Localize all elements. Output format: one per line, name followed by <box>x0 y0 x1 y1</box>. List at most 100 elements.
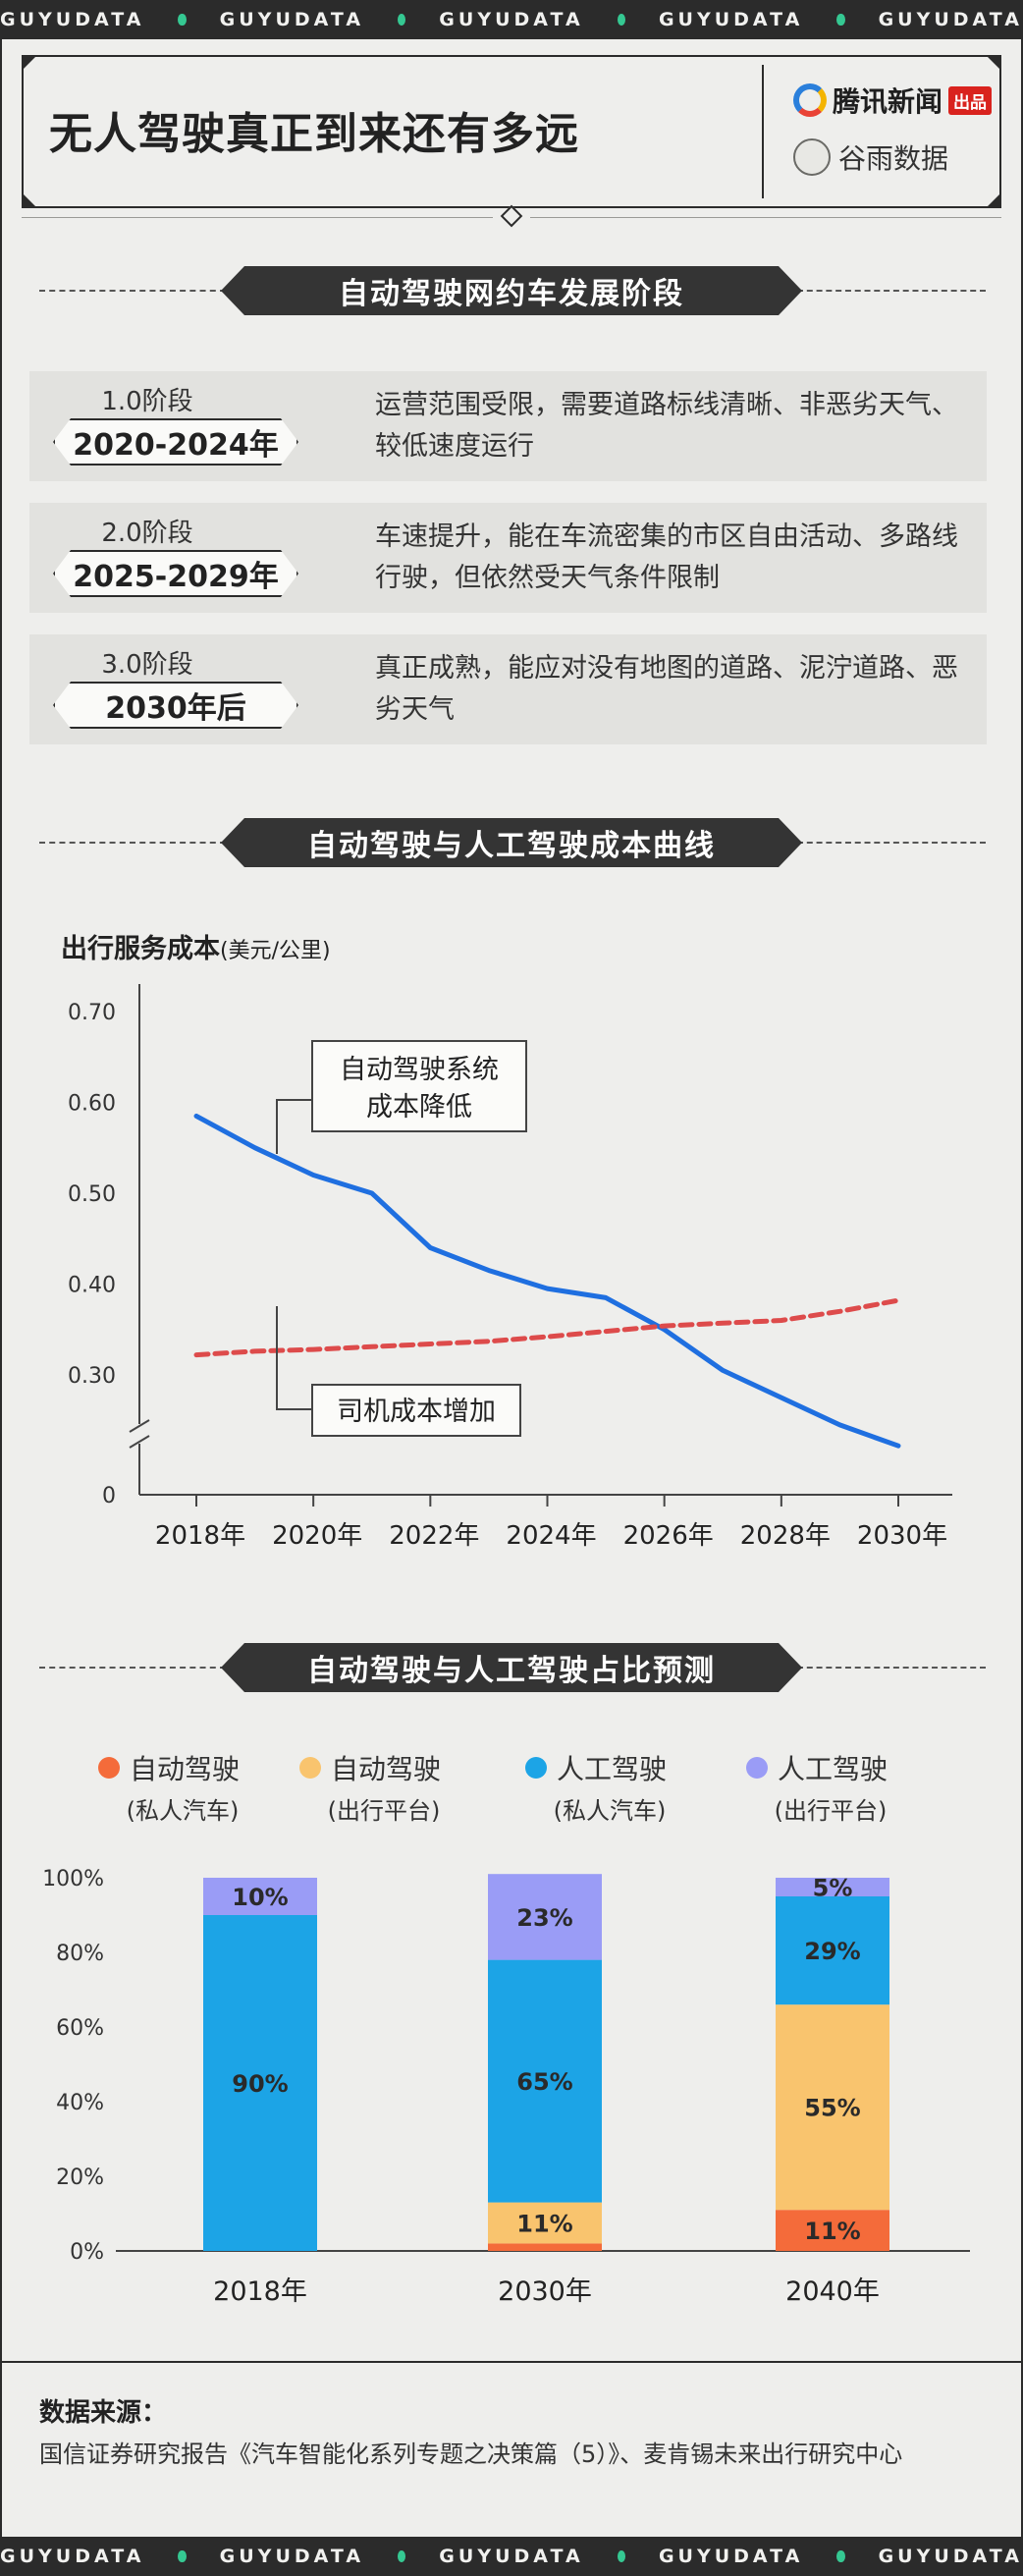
bar-segment <box>488 2243 602 2251</box>
strip-dot <box>398 14 406 26</box>
publisher-tag: 出品 <box>948 85 993 115</box>
y-tick-label: 60% <box>56 2016 104 2041</box>
y-tick-label: 0.40 <box>68 1274 116 1298</box>
annotation-text: 成本降低 <box>366 1092 472 1123</box>
bar-data-label: 29% <box>804 1938 860 1965</box>
dash-left <box>39 290 226 292</box>
legend-row: 人工驾驶 <box>746 1748 888 1787</box>
watermark-text: GUYUDATA <box>219 2546 365 2567</box>
annotation-text: 自动驾驶系统 <box>340 1055 499 1085</box>
publisher-name: 腾讯新闻 <box>833 85 943 118</box>
tencent-news-icon <box>793 83 827 117</box>
frame <box>0 39 1023 2537</box>
header-divider <box>762 65 764 198</box>
partner-logo: 谷雨数据 <box>793 137 948 177</box>
dash-left <box>39 842 226 844</box>
legend-label: 人工驾驶 <box>557 1753 668 1785</box>
y-tick-label: 0.50 <box>68 1182 116 1207</box>
series-line <box>193 1297 901 1358</box>
legend-label: 自动驾驶 <box>331 1753 442 1785</box>
bar-segment <box>488 1874 602 1960</box>
bar-data-label: 10% <box>232 1884 288 1911</box>
bar-segment <box>203 1878 317 1915</box>
axis-break-mark <box>129 1419 150 1433</box>
annotation-box <box>311 1040 527 1132</box>
watermark-text: GUYUDATA <box>658 9 804 30</box>
stage-years: 2020-2024年 <box>53 418 298 466</box>
y-tick-label: 0.30 <box>68 1364 116 1389</box>
stage-years: 2030年后 <box>53 682 298 729</box>
bar-segment <box>203 1915 317 2251</box>
strip-dot <box>836 14 845 26</box>
section3-title: 自动驾驶与人工驾驶占比预测 <box>221 1643 802 1692</box>
watermark-strip-top: GUYUDATA GUYUDATA GUYUDATA GUYUDATA GUYUDATA <box>0 0 1023 39</box>
bar-data-label: 23% <box>516 1904 572 1932</box>
bar-segment <box>776 1878 889 1896</box>
x-tick-label: 2026年 <box>623 1521 714 1551</box>
frame-right <box>1021 39 1023 2537</box>
stage-desc: 运营范围受限，需要道路标线清晰、非恶劣天气、较低速度运行 <box>375 390 958 462</box>
corner-br <box>986 192 1001 208</box>
section2-title: 自动驾驶与人工驾驶成本曲线 <box>221 818 802 867</box>
legend-row: 自动驾驶 <box>299 1748 441 1787</box>
bar-segment <box>488 1959 602 2203</box>
legend-item: 自动驾驶 (出行平台) <box>299 1748 441 1826</box>
corner-bl <box>22 192 37 208</box>
stage-card: 3.0阶段 2030年后 真正成熟，能应对没有地图的道路、泥泞道路、恶劣天气 <box>29 634 987 744</box>
series-line <box>193 1113 901 1449</box>
source-text: 国信证券研究报告《汽车智能化系列专题之决策篇（5）》、麦肯锡未来出行研究中心 <box>39 2440 903 2468</box>
watermark-strip-bottom: GUYUDATA GUYUDATA GUYUDATA GUYUDATA GUYUDATA <box>0 2537 1023 2576</box>
legend-item: 自动驾驶 (私人汽车) <box>98 1748 240 1826</box>
x-tick-label: 2040年 <box>785 2276 880 2307</box>
source-block: 数据来源： 国信证券研究报告《汽车智能化系列专题之决策篇（5）》、麦肯锡未来出行… <box>39 2392 992 2472</box>
legend-label: 自动驾驶 <box>130 1753 241 1785</box>
stage-years: 2025-2029年 <box>53 550 298 597</box>
y-tick-label: 100% <box>42 1867 104 1891</box>
y-tick-label: 0 <box>102 1484 116 1508</box>
watermark-text: GUYUDATA <box>439 2546 584 2567</box>
stage-desc: 车速提升，能在车流密集的市区自由活动、多路线行驶，但依然受天气条件限制 <box>375 521 958 593</box>
y-tick-label: 40% <box>56 2091 104 2115</box>
source-heading: 数据来源： <box>39 2398 168 2428</box>
cost-line-chart: 出行服务成本(美元/公里) 0.70 0.60 0.50 0.40 0.30 0 2018年 2… <box>61 933 952 1551</box>
x-tick-label: 2028年 <box>740 1521 831 1551</box>
frame-left <box>0 39 2 2537</box>
y-tick-label: 80% <box>56 1942 104 1966</box>
bar-data-label: 5% <box>813 1875 853 1902</box>
dash-right <box>797 1667 986 1669</box>
y-tick-label: 20% <box>56 2165 104 2190</box>
x-tick-label: 2018年 <box>213 2276 307 2307</box>
bar-data-label: 55% <box>804 2095 860 2122</box>
legend-sublabel: (出行平台) <box>327 1797 441 1825</box>
annotation-text: 司机成本增加 <box>337 1397 496 1427</box>
guyu-leaf-icon <box>793 138 831 176</box>
x-tick-label: 2030年 <box>498 2276 592 2307</box>
axis-break-mark <box>129 1435 150 1449</box>
y-tick-label: 0% <box>70 2240 104 2265</box>
legend-sublabel: (出行平台) <box>774 1797 888 1825</box>
stage-label: 2.0阶段 <box>101 519 193 548</box>
strip-dot <box>178 14 187 26</box>
bar-data-label: 11% <box>516 2211 572 2238</box>
dash-right <box>797 842 986 844</box>
legend-swatch <box>746 1757 768 1779</box>
dash-left <box>39 1667 226 1669</box>
strip-dot <box>178 2550 187 2562</box>
dash-right <box>797 290 986 292</box>
bar-data-label: 90% <box>232 2070 288 2098</box>
stage-label: 3.0阶段 <box>101 650 193 680</box>
annotation-box <box>311 1384 521 1437</box>
watermark-text: GUYUDATA <box>658 2546 804 2567</box>
watermark-text: GUYUDATA <box>0 2546 145 2567</box>
legend-label: 人工驾驶 <box>778 1753 888 1785</box>
strip-dot <box>617 14 625 26</box>
header-sep-right <box>530 217 1001 218</box>
legend-sublabel: (私人汽车) <box>553 1797 667 1825</box>
section2-title-bar: 自动驾驶与人工驾驶成本曲线 <box>0 813 1023 872</box>
stage-label: 1.0阶段 <box>101 387 193 416</box>
partner-name: 谷雨数据 <box>838 142 949 175</box>
bar-segment <box>776 2004 889 2211</box>
legend-row: 自动驾驶 <box>98 1748 240 1787</box>
annotation-leader <box>276 1306 312 1410</box>
source-divider <box>0 2361 1023 2363</box>
